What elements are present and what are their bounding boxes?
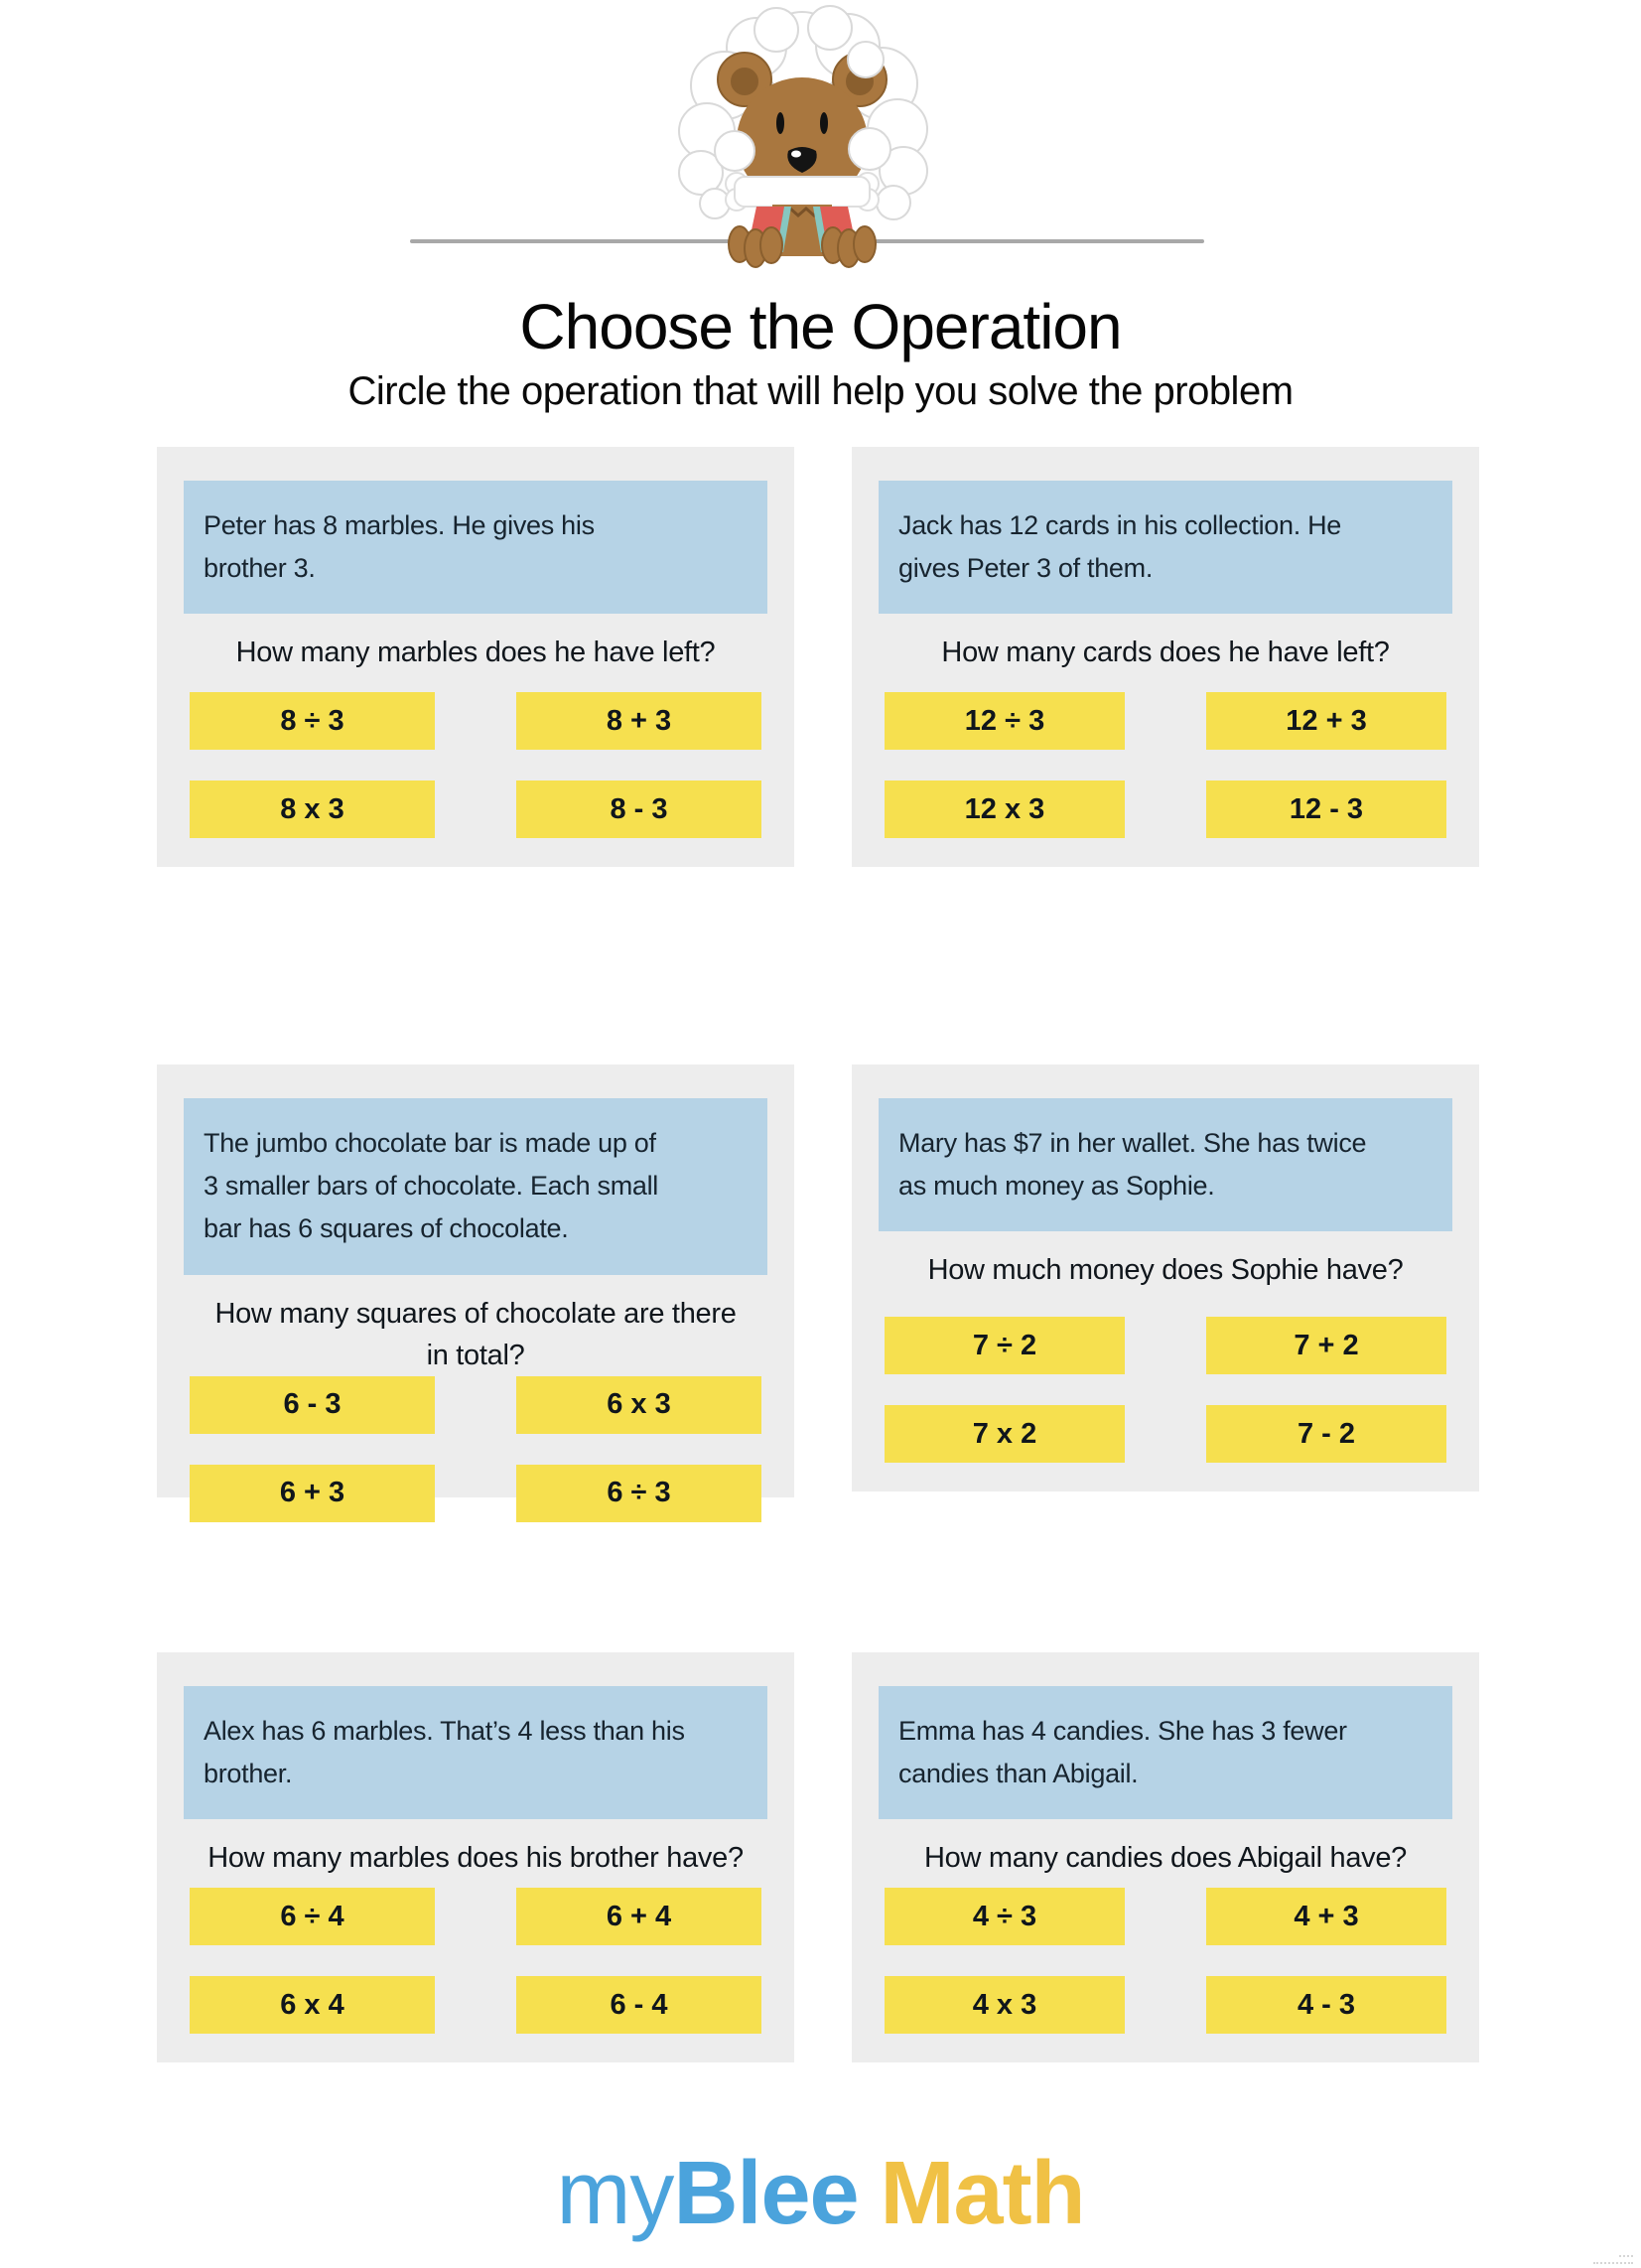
question-text: How many candies does Abigail have? xyxy=(923,1842,1408,1875)
options-grid: 8 ÷ 3 8 + 3 8 x 3 8 - 3 xyxy=(184,692,767,838)
operation-option[interactable]: 4 ÷ 3 xyxy=(885,1888,1125,1945)
operation-option[interactable]: 6 + 3 xyxy=(190,1464,435,1522)
operation-option[interactable]: 4 x 3 xyxy=(885,1976,1125,2034)
options-grid: 6 ÷ 4 6 + 4 6 x 4 6 - 4 xyxy=(184,1888,767,2034)
question-text: How many marbles does his brother have? xyxy=(207,1842,744,1875)
problem-card-5: Alex has 6 marbles. That’s 4 less than h… xyxy=(157,1652,794,2062)
operation-option[interactable]: 6 x 4 xyxy=(190,1976,435,2034)
problem-card-1: Peter has 8 marbles. He gives his brothe… xyxy=(157,447,794,867)
statement-box: Emma has 4 candies. She has 3 fewer cand… xyxy=(879,1686,1452,1820)
operation-option[interactable]: 8 ÷ 3 xyxy=(190,692,435,750)
page-title: Choose the Operation xyxy=(519,291,1122,362)
logo-blee: Blee xyxy=(673,2144,859,2243)
operation-option[interactable]: 12 + 3 xyxy=(1206,692,1446,750)
logo-math: Math xyxy=(880,2144,1086,2243)
operation-option[interactable]: 6 + 4 xyxy=(516,1888,761,1945)
question-text: How many squares of chocolate are there … xyxy=(214,1297,737,1371)
question-text: How much money does Sophie have? xyxy=(927,1254,1404,1287)
options-grid: 7 ÷ 2 7 + 2 7 x 2 7 - 2 xyxy=(879,1317,1452,1463)
operation-option[interactable]: 6 - 4 xyxy=(516,1976,761,2034)
operation-option[interactable]: 8 + 3 xyxy=(516,692,761,750)
myblee-math-logo: myBlee Math xyxy=(0,2143,1641,2245)
operation-option[interactable]: 8 - 3 xyxy=(516,780,761,838)
operation-option[interactable]: 7 - 2 xyxy=(1206,1405,1446,1463)
operation-option[interactable]: 4 - 3 xyxy=(1206,1976,1446,2034)
operation-option[interactable]: 4 + 3 xyxy=(1206,1888,1446,1945)
problem-card-4: Mary has $7 in her wallet. She has twice… xyxy=(852,1064,1479,1491)
operation-option[interactable]: 6 x 3 xyxy=(516,1375,761,1434)
operation-option[interactable]: 12 ÷ 3 xyxy=(885,692,1125,750)
operation-option[interactable]: 7 x 2 xyxy=(885,1405,1125,1463)
problem-card-6: Emma has 4 candies. She has 3 fewer cand… xyxy=(852,1652,1479,2062)
operation-option[interactable]: 7 ÷ 2 xyxy=(885,1317,1125,1374)
corner-dots-watermark xyxy=(1593,2250,1633,2264)
options-grid: 6 - 3 6 x 3 6 + 3 6 ÷ 3 xyxy=(184,1375,767,1522)
problem-card-2: Jack has 12 cards in his collection. He … xyxy=(852,447,1479,867)
operation-option[interactable]: 6 ÷ 4 xyxy=(190,1888,435,1945)
statement-box: Mary has $7 in her wallet. She has twice… xyxy=(879,1098,1452,1232)
page-instruction: Circle the operation that will help you … xyxy=(347,369,1294,413)
operation-option[interactable]: 7 + 2 xyxy=(1206,1317,1446,1374)
options-grid: 4 ÷ 3 4 + 3 4 x 3 4 - 3 xyxy=(879,1888,1452,2034)
logo-my: my xyxy=(556,2144,674,2243)
operation-option[interactable]: 6 - 3 xyxy=(190,1375,435,1434)
statement-box: The jumbo chocolate bar is made up of 3 … xyxy=(184,1098,767,1275)
options-grid: 12 ÷ 3 12 + 3 12 x 3 12 - 3 xyxy=(879,692,1452,838)
question-text: How many cards does he have left? xyxy=(941,637,1390,669)
operation-option[interactable]: 6 ÷ 3 xyxy=(516,1464,761,1522)
statement-box: Peter has 8 marbles. He gives his brothe… xyxy=(184,481,767,615)
operation-option[interactable]: 8 x 3 xyxy=(190,780,435,838)
operation-option[interactable]: 12 x 3 xyxy=(885,780,1125,838)
operation-option[interactable]: 12 - 3 xyxy=(1206,780,1446,838)
statement-box: Alex has 6 marbles. That’s 4 less than h… xyxy=(184,1686,767,1820)
einstein-dog-mascot-icon xyxy=(678,5,928,268)
statement-box: Jack has 12 cards in his collection. He … xyxy=(879,481,1452,615)
question-text: How many marbles does he have left? xyxy=(235,637,716,669)
problem-card-3: The jumbo chocolate bar is made up of 3 … xyxy=(157,1064,794,1522)
